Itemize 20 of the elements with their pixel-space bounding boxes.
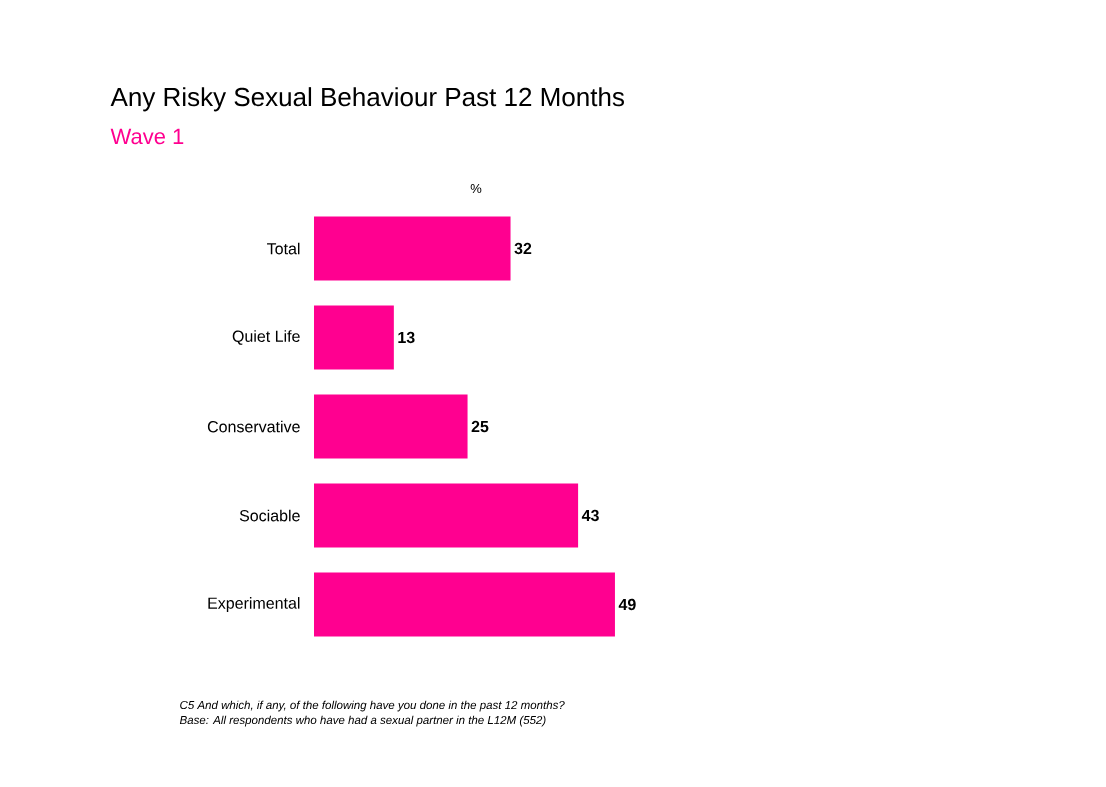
bar: [314, 394, 468, 459]
y-tick-label: Quiet Life: [232, 330, 300, 345]
text: %: [470, 183, 482, 194]
bar: [314, 216, 511, 281]
data-label: 32: [514, 242, 532, 255]
data-label: 25: [471, 420, 489, 433]
text: Base: All respondents who have had a sexual partner in the L12M (552): [179, 715, 546, 727]
y-tick-label: Total: [267, 242, 300, 255]
data-label: 43: [581, 509, 599, 522]
chart-subtitle: Wave 1: [110, 128, 184, 145]
y-tick-label: Conservative: [207, 420, 300, 433]
bar: [314, 483, 579, 548]
data-label: 13: [398, 331, 415, 344]
text: C5 And which, if any, of the following have you done in the past 12 months?: [180, 700, 565, 712]
bar: [314, 305, 394, 370]
bar: [314, 572, 615, 637]
y-tick-label: Sociable: [239, 509, 300, 522]
data-label: 49: [618, 598, 636, 611]
chart-title: Any Risky Sexual Behaviour Past 12 Months: [110, 87, 624, 112]
y-tick-label: Experimental: [208, 597, 300, 612]
